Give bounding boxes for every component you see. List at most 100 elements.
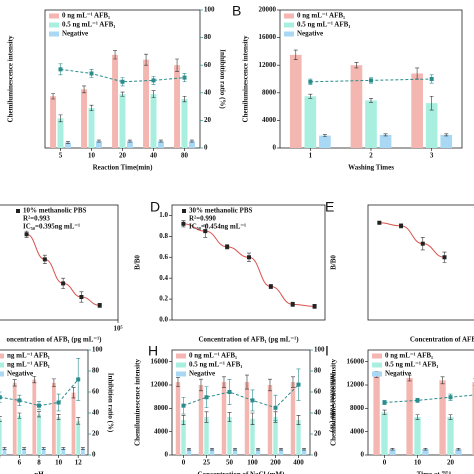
- bar: [411, 73, 423, 148]
- bar: [227, 417, 232, 455]
- y-tick-label: 0: [361, 451, 365, 459]
- error-bar: [181, 415, 186, 425]
- x-tick-label: 3: [430, 152, 434, 160]
- fit-curve: [379, 222, 445, 258]
- legend-swatch: [372, 371, 382, 377]
- error-bar: [382, 409, 387, 416]
- legend-label: 30% methanolic PBS: [189, 207, 252, 215]
- y2-tick-label: 80: [92, 367, 100, 375]
- point: [42, 257, 47, 262]
- y2-tick-label: 100: [314, 346, 325, 354]
- error-bar: [96, 139, 101, 143]
- error-bar: [32, 375, 37, 384]
- legend-swatch: [49, 13, 59, 19]
- bar: [204, 417, 209, 455]
- x-tick-label: 10: [55, 459, 63, 467]
- bar: [244, 382, 250, 455]
- legend-marker: [182, 209, 186, 213]
- legend-label: 0.5 ng mL⁻¹ AFB₁: [189, 361, 242, 369]
- error-bar: [175, 377, 180, 388]
- error-bar: [127, 139, 132, 143]
- x-axis-label: Concentration of AFB₁ (pg mL⁻¹): [198, 336, 299, 344]
- line-marker: [76, 377, 81, 382]
- legend-label: 0 ng mL⁻¹ AFB₁: [297, 12, 345, 20]
- error-bar: [369, 98, 373, 103]
- error-bar: [448, 414, 453, 420]
- bar: [422, 449, 429, 455]
- legend-label: IC₅₀=0.454ng mL⁻¹: [189, 223, 246, 231]
- x-tick-label: 8: [37, 459, 41, 467]
- bar: [447, 417, 454, 455]
- error-bar: [233, 447, 238, 451]
- error-bar: [113, 50, 118, 60]
- y-axis-label: Chemiluminescence intensity: [7, 35, 15, 122]
- x-tick-label: 400: [293, 459, 304, 467]
- error-bar: [407, 374, 412, 382]
- bar: [112, 54, 119, 148]
- legend-swatch: [372, 353, 382, 359]
- error-bar: [56, 414, 61, 420]
- bar: [267, 385, 273, 455]
- y-tick-label: 16000: [259, 33, 277, 41]
- legend-swatch: [176, 371, 186, 377]
- legend-label: 0 ng mL⁻¹ AFB₁: [189, 352, 237, 360]
- error-bar: [37, 411, 41, 418]
- error-bar: [423, 447, 428, 451]
- legend-swatch: [176, 362, 186, 368]
- legend-label: 0.5 ng mL⁻¹ AFB₁: [297, 21, 350, 29]
- error-bar: [293, 49, 298, 60]
- error-bar: [22, 447, 27, 450]
- panel-label: B: [232, 3, 241, 19]
- x-axis-label: Reaction Time(min): [93, 164, 153, 172]
- bar: [50, 96, 57, 148]
- y-tick-label: 16000: [347, 357, 365, 365]
- error-bar: [76, 417, 81, 425]
- line-marker: [0, 395, 2, 400]
- y2-tick-label: 0: [314, 451, 318, 459]
- y-tick-label: 0: [165, 451, 169, 459]
- y2-tick-label: 20: [314, 430, 322, 438]
- legend-label: 0.5 ng mL⁻¹ AFB₁: [385, 361, 438, 369]
- legend-label: 0 ng mL⁻¹ AFB₁: [385, 352, 433, 360]
- line-marker: [296, 382, 301, 387]
- error-bar: [89, 104, 94, 112]
- bar: [150, 94, 157, 148]
- point: [24, 232, 29, 237]
- error-bar: [322, 134, 327, 137]
- bar: [440, 134, 453, 148]
- plot-frame: [171, 204, 326, 321]
- line-marker: [181, 403, 186, 408]
- y-tick-label: 0.4: [159, 274, 168, 282]
- legend-label: IC₅₀=0.395ng mL⁻¹: [23, 223, 80, 231]
- error-bar: [415, 414, 420, 420]
- bar: [126, 141, 133, 148]
- error-bar: [158, 139, 163, 143]
- error-bar: [383, 133, 388, 137]
- x-axis-label: Concentration of AFB₁: [410, 336, 474, 344]
- bar: [255, 449, 261, 455]
- x-tick-label: 40: [150, 152, 158, 160]
- bar: [52, 382, 56, 455]
- error-bar: [390, 447, 395, 451]
- error-bar: [440, 376, 445, 385]
- legend-label: R²=0.993: [23, 215, 50, 223]
- y2-tick-label: 40: [314, 409, 322, 417]
- x-axis-label: pH: [34, 471, 44, 474]
- x-tick-label: 20: [119, 152, 127, 160]
- line-series: [384, 394, 474, 403]
- error-bar: [65, 141, 70, 144]
- error-bar: [302, 447, 307, 451]
- line-marker: [227, 390, 232, 394]
- error-bar: [296, 415, 301, 425]
- line-error-bar: [0, 391, 2, 403]
- legend-label: ng mL⁻¹ AFB₁: [7, 352, 50, 360]
- panel-label: D: [150, 199, 160, 215]
- line-marker: [308, 79, 313, 84]
- y2-tick-label: 100: [204, 6, 215, 14]
- x-tick-label: 1: [309, 152, 313, 160]
- y2-axis-label: Inhibition ratio (%): [328, 373, 336, 433]
- y-tick-label: 1.0: [159, 211, 168, 219]
- bar: [64, 142, 71, 148]
- y2-tick-label: 20: [92, 430, 100, 438]
- y-tick-label: 20000: [259, 6, 277, 14]
